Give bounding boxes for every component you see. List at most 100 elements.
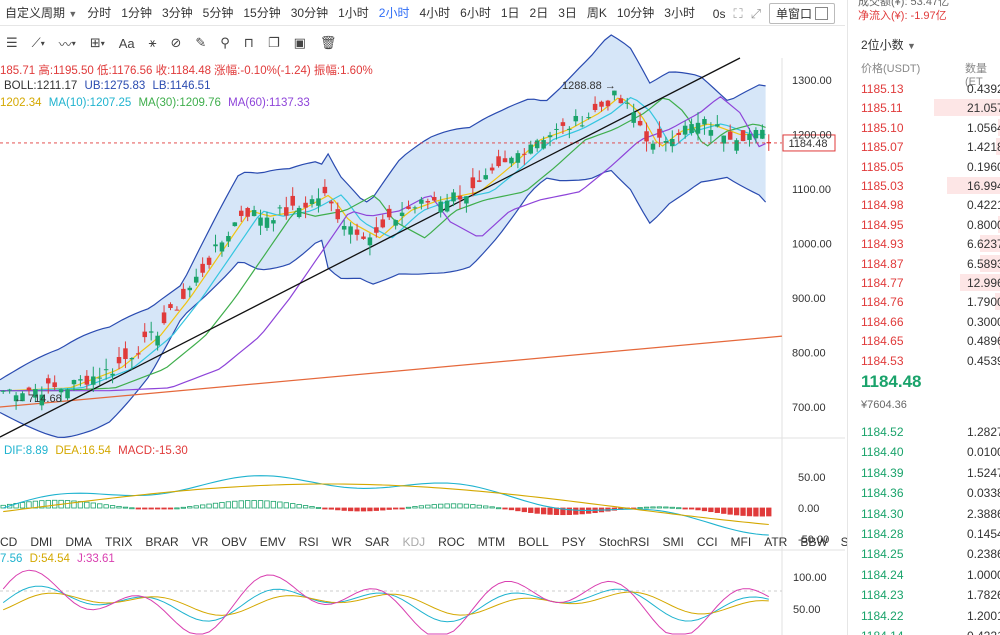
- ask-row[interactable]: 1185.10 1.0564: [848, 118, 1000, 137]
- indicator-tab[interactable]: OBV: [221, 535, 247, 549]
- screenshot-icon[interactable]: ⛶: [733, 5, 743, 21]
- indicator-tab[interactable]: StochRSI: [598, 535, 650, 549]
- custom-period-dropdown[interactable]: 自定义周期 ▼: [0, 4, 82, 21]
- indicator-tab[interactable]: BRAR: [145, 535, 179, 549]
- ask-row[interactable]: 1185.03 16.9945: [848, 176, 1000, 195]
- period-item[interactable]: 30分钟: [290, 6, 329, 20]
- period-item[interactable]: 4小时: [419, 6, 451, 20]
- period-item[interactable]: 1日: [500, 6, 520, 20]
- period-item[interactable]: 3小时: [664, 6, 695, 20]
- macd-bar: [264, 500, 270, 509]
- indicator-tab[interactable]: BOLL: [518, 535, 549, 549]
- bid-row[interactable]: 1184.39 1.5247: [848, 463, 1000, 482]
- ask-row[interactable]: 1184.53 0.4539: [848, 351, 1000, 370]
- ask-row[interactable]: 1184.65 0.4896: [848, 331, 1000, 350]
- indicator-tab[interactable]: ATR: [764, 535, 788, 549]
- candle-body: [213, 244, 218, 247]
- magnet-tool-icon[interactable]: ⊘: [170, 35, 182, 50]
- candle-body: [148, 331, 154, 333]
- price-tick: 1100.00: [792, 184, 831, 196]
- period-item[interactable]: 1分钟: [121, 6, 152, 20]
- ask-row[interactable]: 1185.05 0.1960: [848, 157, 1000, 176]
- candle-body: [264, 217, 270, 228]
- ask-row[interactable]: 1184.93 6.6237: [848, 234, 1000, 253]
- indicator-tab[interactable]: KDJ: [402, 535, 426, 549]
- copy-tool-icon[interactable]: ❐: [267, 35, 280, 50]
- bid-row[interactable]: 1184.28 0.1454: [848, 524, 1000, 543]
- period-item[interactable]: 5分钟: [202, 6, 234, 20]
- indicator-tab[interactable]: WR: [331, 535, 352, 549]
- window-mode-button[interactable]: 单窗口: [768, 3, 835, 24]
- period-item[interactable]: 分时: [87, 6, 112, 20]
- indicator-tab[interactable]: SAR: [364, 535, 390, 549]
- period-item[interactable]: 10分钟: [616, 6, 655, 20]
- bid-qty: 0.2386: [967, 547, 1000, 562]
- bid-row[interactable]: 1184.23 1.7826: [848, 585, 1000, 604]
- period-item[interactable]: 3日: [558, 6, 577, 20]
- candle-body: [534, 140, 540, 149]
- ask-row[interactable]: 1184.87 6.5893: [848, 254, 1000, 273]
- indicator-tab[interactable]: MTM: [477, 535, 506, 549]
- precision-dropdown[interactable]: 2位小数 ▼: [861, 36, 916, 53]
- bid-row[interactable]: 1184.22 1.2001: [848, 606, 1000, 625]
- wave-tool-icon[interactable]: 〰 ▾: [58, 36, 76, 52]
- bid-row[interactable]: 1184.30 2.3886: [848, 504, 1000, 523]
- line-tool-icon[interactable]: ⟋ ▾: [31, 35, 45, 50]
- candle-body: [161, 312, 167, 324]
- bid-row[interactable]: 1184.25 0.2386: [848, 544, 1000, 563]
- bid-price: 1184.28: [861, 527, 904, 541]
- indicator-tab[interactable]: BBW: [800, 535, 828, 549]
- indicator-tab[interactable]: VR: [191, 535, 209, 549]
- indicator-tab[interactable]: DMA: [65, 535, 93, 549]
- period-item[interactable]: 2小时: [378, 6, 410, 20]
- period-item[interactable]: 1小时: [338, 6, 369, 20]
- measure-tool-icon[interactable]: ⚲: [220, 35, 230, 50]
- indicator-tab[interactable]: ROC: [438, 535, 465, 549]
- fullscreen-icon[interactable]: ⤢: [750, 5, 761, 21]
- macd-bar: [309, 506, 315, 509]
- bid-row[interactable]: 1184.52 1.2827: [848, 422, 1000, 441]
- period-item[interactable]: 6小时: [460, 6, 491, 20]
- period-item[interactable]: 15分钟: [243, 6, 281, 20]
- indicator-tab[interactable]: CCI: [696, 535, 718, 549]
- macd-bar: [560, 507, 566, 516]
- eye-tool-icon[interactable]: ▣: [293, 35, 306, 50]
- indicator-tab[interactable]: TRIX: [105, 535, 133, 549]
- delete-tool-icon[interactable]: 🗑: [319, 35, 337, 50]
- ask-row[interactable]: 1185.13 0.4392: [848, 79, 1000, 98]
- price-chart[interactable]: 1184.48 1288.88 → ← 714.68 1300.00 1200.00 11…: [0, 0, 845, 635]
- bid-row[interactable]: 1184.24 1.0000: [848, 565, 1000, 584]
- ruler-tool-icon[interactable]: ✎: [195, 35, 207, 50]
- ask-row[interactable]: 1184.66 0.3000: [848, 312, 1000, 331]
- indicator-tab[interactable]: CD: [0, 535, 18, 549]
- period-item[interactable]: 2日: [529, 6, 549, 20]
- indicator-tab[interactable]: EMV: [259, 535, 286, 549]
- bid-row[interactable]: 1184.36 0.0338: [848, 483, 1000, 502]
- macd-bar: [97, 503, 103, 509]
- candle-body: [290, 195, 295, 206]
- indicator-tab[interactable]: DMI: [30, 535, 53, 549]
- indicator-tab[interactable]: MFI: [730, 535, 752, 549]
- indicator-tab[interactable]: PSY: [561, 535, 586, 549]
- indicator-tab[interactable]: RSI: [298, 535, 319, 549]
- lock-tool-icon[interactable]: ⊓: [243, 35, 254, 50]
- pattern-tool-icon[interactable]: ⚹: [148, 35, 157, 50]
- ask-row[interactable]: 1185.11 21.0570: [848, 98, 1000, 117]
- macd-bar: [425, 504, 431, 509]
- period-item[interactable]: 3分钟: [161, 6, 193, 20]
- menu-icon[interactable]: ☰: [6, 35, 18, 50]
- macd-bar: [380, 507, 386, 511]
- macd-bar: [701, 507, 708, 512]
- ask-row[interactable]: 1184.95 0.8000: [848, 215, 1000, 234]
- period-item[interactable]: 周K: [586, 6, 607, 20]
- candle-body: [586, 117, 591, 119]
- ask-row[interactable]: 1184.77 12.9968: [848, 273, 1000, 292]
- ask-row[interactable]: 1185.07 1.4218: [848, 137, 1000, 156]
- indicator-tab[interactable]: SMI: [662, 535, 684, 549]
- ask-row[interactable]: 1184.76 1.7900: [848, 292, 1000, 311]
- text-tool-icon[interactable]: Aa: [118, 35, 135, 51]
- grid-tool-icon[interactable]: ⊞ ▾: [89, 35, 105, 50]
